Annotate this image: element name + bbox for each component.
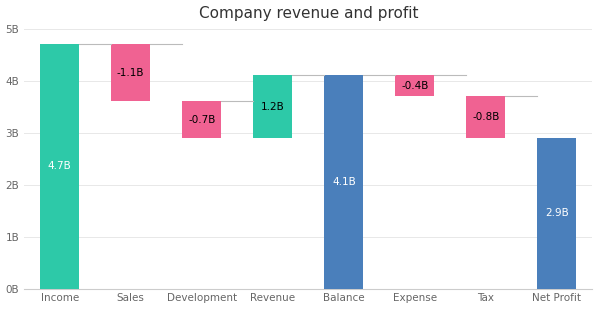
Bar [324, 75, 364, 289]
Text: 4.1B: 4.1B [332, 177, 356, 187]
Bar [111, 44, 150, 101]
Text: -0.7B: -0.7B [188, 115, 215, 125]
Text: 4.7B: 4.7B [48, 161, 72, 171]
Text: 1.2B: 1.2B [261, 102, 285, 112]
Title: Company revenue and profit: Company revenue and profit [199, 6, 418, 21]
Bar [182, 101, 221, 138]
Text: -1.1B: -1.1B [117, 68, 145, 78]
Bar [538, 138, 576, 289]
Text: 2.9B: 2.9B [545, 208, 569, 218]
Bar [40, 44, 79, 289]
Text: -0.8B: -0.8B [472, 112, 499, 122]
Bar [395, 75, 434, 96]
Bar [254, 75, 292, 138]
Bar [466, 96, 505, 138]
Text: -0.4B: -0.4B [401, 81, 429, 91]
